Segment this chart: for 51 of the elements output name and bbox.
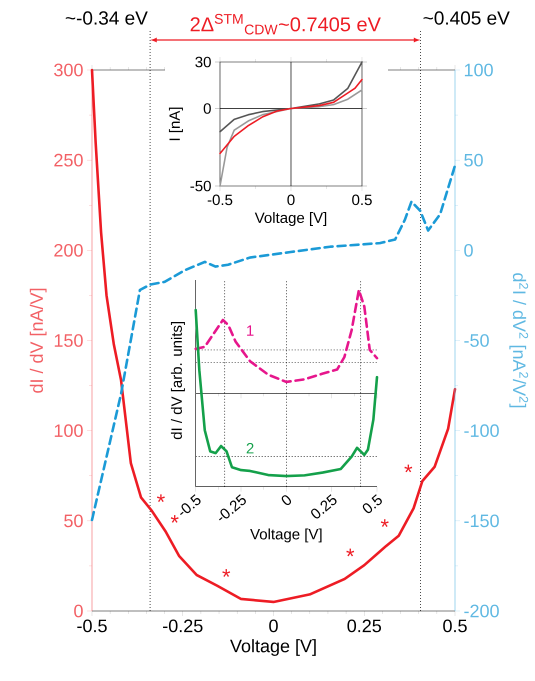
y-tick-label: 100	[54, 424, 83, 438]
series-label: 2	[246, 442, 254, 454]
y-tick-label: 0	[74, 604, 83, 618]
x-tick-label: 0.5	[362, 494, 382, 514]
line-series	[90, 68, 456, 604]
x-tick-label: -0.5	[208, 194, 232, 206]
series-label: 1	[247, 325, 254, 336]
x-axis-title: Voltage [V]	[230, 639, 316, 656]
x-tick-label: 0.25	[347, 620, 382, 632]
y-axis-title: dI / dV [nA/V]	[30, 288, 47, 393]
annotation: *	[222, 569, 230, 577]
y-tick-label: 300	[54, 64, 83, 76]
y-tick-label: 0	[204, 103, 211, 114]
annotation: *	[380, 519, 389, 527]
line-series	[219, 89, 363, 187]
y2-tick-label: -150	[464, 514, 499, 528]
y-tick-label: 150	[54, 334, 83, 347]
text: ~0.405 eV	[424, 11, 510, 25]
y2-tick-label: 0	[464, 244, 473, 257]
y2-tick-label: -200	[464, 604, 499, 618]
y-tick-label: 30	[195, 56, 211, 68]
x-tick-label: 0.25	[311, 494, 337, 518]
y-axis-title: I [nA]	[168, 108, 183, 140]
annotation: *	[170, 515, 179, 523]
y2-tick-label: 50	[464, 154, 483, 167]
x-tick-label: -0.5	[180, 494, 201, 515]
y-axis-title: dI / dV [arb. units]	[170, 322, 185, 440]
x-tick-label: -0.5	[77, 620, 107, 632]
text: 2Δ$^{STM}$$_{CDW}$~0.7405 eV	[190, 14, 381, 34]
x-tick-label: 0	[282, 495, 292, 506]
y-tick-label: 200	[54, 244, 83, 257]
text: d$^{2}$I / dV$^{2}$ [nA$^{2}$/V$^{2}$]	[509, 273, 528, 408]
text: ~-0.34 eV	[66, 11, 148, 25]
y-tick-label: -50	[190, 180, 211, 192]
annotation: *	[404, 464, 412, 472]
x-tick-label: 0.5	[443, 620, 467, 632]
y2-tick-label: -50	[464, 334, 489, 347]
annotation: *	[156, 494, 165, 502]
y-tick-label: 250	[54, 154, 83, 167]
x-tick-label: 0.5	[352, 194, 372, 206]
line-series	[219, 61, 363, 133]
x-axis-title: Voltage [V]	[254, 212, 326, 226]
y2-tick-label: 100	[464, 64, 493, 76]
line-series	[219, 78, 363, 154]
x-axis-title: Voltage [V]	[250, 528, 322, 542]
y-tick-label: 50	[64, 514, 83, 528]
y2-tick-label: -100	[464, 424, 499, 438]
annotation: *	[346, 548, 354, 556]
x-tick-label: -0.25	[163, 620, 202, 632]
x-tick-label: 0	[269, 620, 278, 632]
x-tick-label: 0	[287, 194, 295, 206]
